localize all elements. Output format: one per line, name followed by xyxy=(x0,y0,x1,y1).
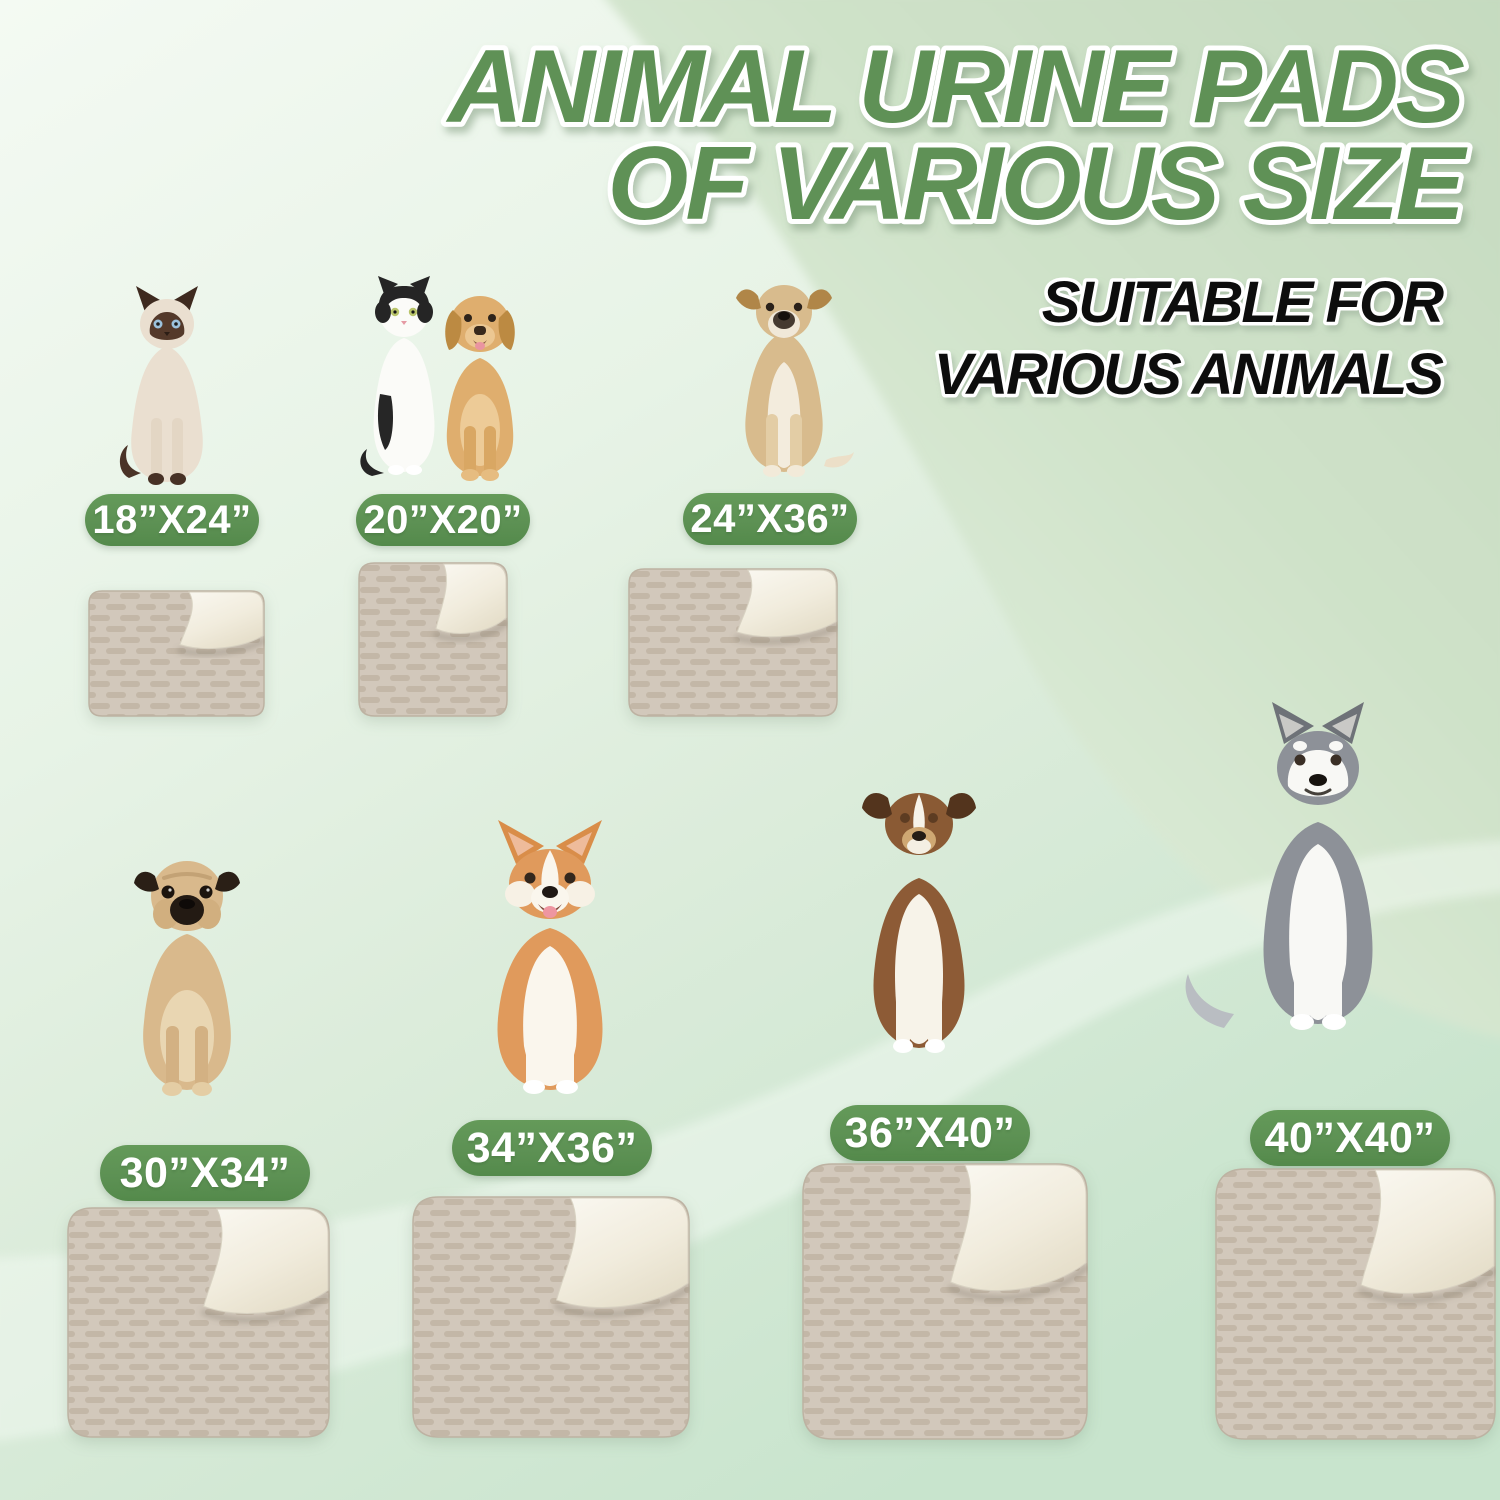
pad-graphic-24x36 xyxy=(628,568,839,722)
background-sage-swoosh xyxy=(606,0,1500,1038)
subtitle-line-2: VARIOUS ANIMALS xyxy=(934,342,1444,407)
pad-graphic-34x36 xyxy=(412,1196,691,1443)
size-badge-20x20: 20”X20” xyxy=(356,494,530,546)
pad-graphic-30x34 xyxy=(67,1207,331,1443)
title-line-1: ANIMAL URINE PADS xyxy=(445,29,1465,145)
size-badge-40x40: 40”X40” xyxy=(1250,1110,1450,1166)
size-badge-24x36: 24”X36” xyxy=(683,493,857,545)
pad-graphic-40x40 xyxy=(1215,1168,1497,1445)
pad-graphic-36x40 xyxy=(802,1163,1089,1445)
size-badge-18x24: 18”X24” xyxy=(85,494,259,546)
size-badge-34x36: 34”X36” xyxy=(452,1120,652,1176)
size-badge-36x40: 36”X40” xyxy=(830,1105,1030,1161)
subheadline: SUITABLE FOR VARIOUS ANIMALS xyxy=(930,267,1449,411)
tuxedo-cat-and-labrador-puppy-photo xyxy=(360,276,515,481)
pad-graphic-18x24 xyxy=(88,590,266,722)
siberian-husky-photo xyxy=(1185,702,1373,1030)
pug-photo xyxy=(134,861,240,1096)
corgi-photo xyxy=(497,820,603,1094)
size-badge-30x34: 30”X34” xyxy=(100,1145,310,1201)
title-line-2: OF VARIOUS SIZE xyxy=(608,126,1468,242)
headline: ANIMAL URINE PADS OF VARIOUS SIZE xyxy=(440,24,1476,247)
siamese-cat-photo xyxy=(119,286,203,485)
pad-graphic-20x20 xyxy=(358,562,509,722)
subtitle-line-1: SUITABLE FOR xyxy=(1042,270,1444,335)
tan-dog-photo xyxy=(736,285,854,477)
background-light-band xyxy=(0,840,1500,1441)
australian-shepherd-photo xyxy=(862,793,976,1053)
